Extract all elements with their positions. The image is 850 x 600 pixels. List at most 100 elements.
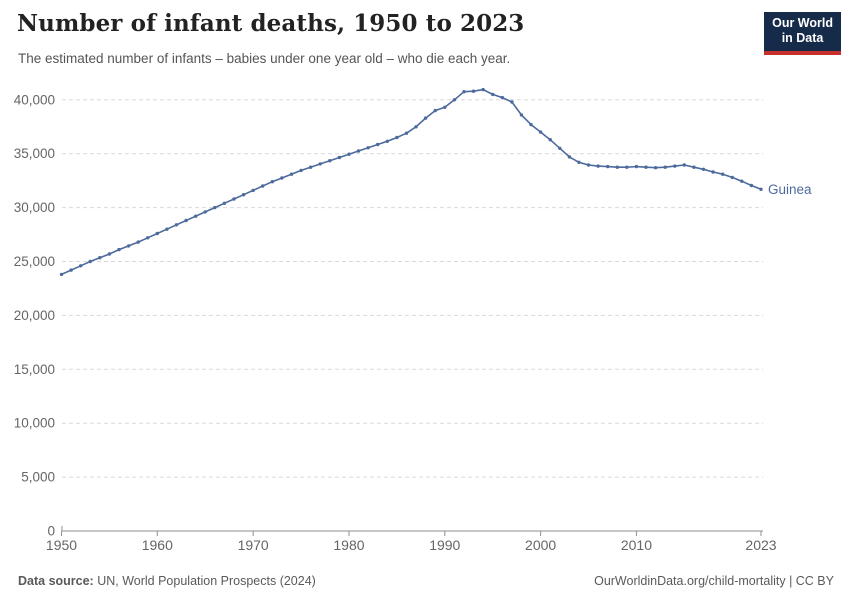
data-point[interactable] <box>289 172 294 176</box>
data-point[interactable] <box>117 247 121 252</box>
data-point[interactable] <box>165 227 169 231</box>
data-point[interactable] <box>682 163 686 167</box>
data-point[interactable] <box>606 164 610 169</box>
data-point[interactable] <box>376 142 380 147</box>
x-tick-label: 1980 <box>333 537 364 553</box>
data-point[interactable] <box>749 183 754 188</box>
data-point[interactable] <box>711 170 715 174</box>
data-point[interactable] <box>213 205 217 210</box>
data-point[interactable] <box>395 135 399 140</box>
data-point[interactable] <box>625 165 629 169</box>
data-point[interactable] <box>270 180 274 184</box>
y-tick-label: 5,000 <box>21 470 55 485</box>
data-point[interactable] <box>740 179 744 183</box>
data-point[interactable] <box>241 193 246 197</box>
data-source-text: UN, World Population Prospects (2024) <box>93 574 316 588</box>
data-point[interactable] <box>126 244 131 248</box>
data-point[interactable] <box>519 113 524 117</box>
y-tick-label: 15,000 <box>14 362 55 377</box>
data-point[interactable] <box>510 100 514 104</box>
data-point[interactable] <box>184 218 188 223</box>
data-point[interactable] <box>663 165 667 169</box>
data-point[interactable] <box>107 252 112 256</box>
y-tick-label: 35,000 <box>14 146 55 161</box>
data-point[interactable] <box>443 105 447 109</box>
data-point[interactable] <box>548 138 552 142</box>
data-point[interactable] <box>232 197 236 201</box>
page-title: Number of infant deaths, 1950 to 2023 <box>17 10 525 37</box>
data-point[interactable] <box>69 268 73 272</box>
y-tick-label: 40,000 <box>14 92 55 107</box>
data-point[interactable] <box>414 125 418 129</box>
data-point[interactable] <box>136 240 140 244</box>
x-tick-label: 2010 <box>621 537 652 553</box>
data-point[interactable] <box>558 146 562 150</box>
data-point[interactable] <box>174 223 179 227</box>
x-tick-label: 1970 <box>238 537 269 553</box>
data-point[interactable] <box>596 164 600 168</box>
data-point[interactable] <box>529 122 533 127</box>
data-point[interactable] <box>634 164 639 169</box>
data-point[interactable] <box>471 89 476 93</box>
x-tick-label: 2000 <box>525 537 556 553</box>
data-point[interactable] <box>692 165 696 169</box>
owid-logo-line2: in Data <box>781 31 824 46</box>
data-point[interactable] <box>567 155 572 159</box>
data-source-label: Data source: <box>18 574 94 588</box>
y-tick-label: 25,000 <box>14 254 55 269</box>
series-line-guinea[interactable] <box>61 88 762 276</box>
x-tick-label: 1950 <box>46 537 77 553</box>
data-point[interactable] <box>59 272 64 277</box>
data-point[interactable] <box>721 172 725 176</box>
data-point[interactable] <box>653 166 658 170</box>
data-point[interactable] <box>318 162 322 166</box>
data-point[interactable] <box>261 184 265 188</box>
data-point[interactable] <box>586 163 591 167</box>
data-point[interactable] <box>481 87 485 92</box>
data-point[interactable] <box>452 98 457 102</box>
chart-subtitle: The estimated number of infants – babies… <box>18 51 511 66</box>
data-point[interactable] <box>194 214 198 218</box>
data-point[interactable] <box>730 175 734 180</box>
y-tick-label: 20,000 <box>14 308 55 323</box>
data-point[interactable] <box>404 131 409 135</box>
data-point[interactable] <box>98 256 102 260</box>
credit-link: OurWorldinData.org/child-mortality | CC … <box>594 574 834 588</box>
owid-logo[interactable]: Our World in Data <box>764 12 841 55</box>
data-point[interactable] <box>366 146 370 150</box>
data-point[interactable] <box>673 164 677 168</box>
data-point[interactable] <box>538 130 543 134</box>
data-point[interactable] <box>423 116 428 120</box>
data-point[interactable] <box>701 167 706 171</box>
data-point[interactable] <box>356 149 361 153</box>
data-point[interactable] <box>759 187 763 191</box>
entity-end-label[interactable]: Guinea <box>768 182 812 197</box>
data-point[interactable] <box>500 95 504 100</box>
data-point[interactable] <box>146 236 150 240</box>
data-point[interactable] <box>577 160 581 164</box>
data-point[interactable] <box>280 176 284 180</box>
data-point[interactable] <box>222 201 227 205</box>
x-tick-label: 2023 <box>745 537 776 553</box>
data-point[interactable] <box>644 165 648 169</box>
y-tick-label: 30,000 <box>14 200 55 215</box>
data-point[interactable] <box>155 231 159 236</box>
data-point[interactable] <box>337 155 342 160</box>
line-chart: 0 5,000 10,000 15,000 20,000 25,000 30,000 35,0… <box>14 87 812 553</box>
x-tick-label: 1960 <box>142 537 173 553</box>
y-tick-label: 0 <box>47 524 55 539</box>
data-point[interactable] <box>491 92 495 97</box>
data-point[interactable] <box>462 90 466 94</box>
data-point[interactable] <box>385 139 389 143</box>
data-point[interactable] <box>308 165 313 169</box>
data-point[interactable] <box>299 168 303 173</box>
data-point[interactable] <box>251 188 255 193</box>
data-point[interactable] <box>615 165 619 169</box>
data-point[interactable] <box>88 259 92 264</box>
data-point[interactable] <box>328 159 332 163</box>
data-point[interactable] <box>79 264 83 268</box>
data-point[interactable] <box>433 108 437 113</box>
data-point[interactable] <box>203 210 207 214</box>
data-point[interactable] <box>347 152 351 156</box>
